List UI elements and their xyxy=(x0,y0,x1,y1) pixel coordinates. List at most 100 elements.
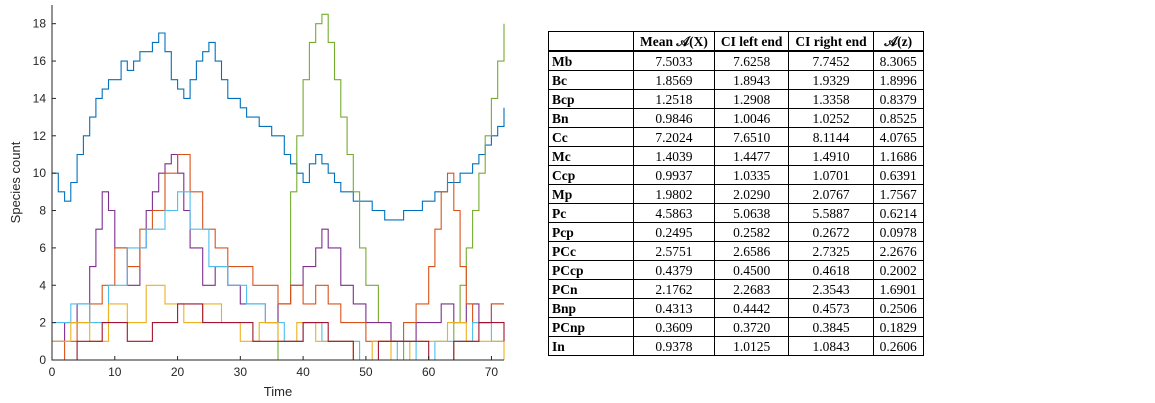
table-cell: 1.2518 xyxy=(633,89,715,109)
column-header: Mean 𝒜(X) xyxy=(633,31,715,52)
row-label: Mp xyxy=(548,184,634,204)
row-label: PCnp xyxy=(548,317,634,337)
table-row: Bn 0.9846 1.0046 1.0252 0.8525 xyxy=(548,108,924,128)
table-cell: 1.0252 xyxy=(788,108,874,128)
table-header-row: Mean 𝒜(X) CI left end CI right end 𝒜(z) xyxy=(548,31,924,52)
table-cell: 0.3720 xyxy=(713,317,790,337)
table-cell: 0.9378 xyxy=(633,336,715,356)
table-cell: 0.0978 xyxy=(872,222,924,242)
table-cell: 4.0765 xyxy=(872,127,924,147)
row-label: PCn xyxy=(548,279,634,299)
table-cell: 0.4442 xyxy=(713,298,790,318)
table-cell: 1.2908 xyxy=(713,89,790,109)
table-cell: 1.4910 xyxy=(788,146,874,166)
row-label: In xyxy=(548,336,634,356)
table-cell: 2.2676 xyxy=(872,241,924,261)
row-label: Mc xyxy=(548,146,634,166)
column-header: CI right end xyxy=(788,31,874,52)
table-row: Bnp 0.4313 0.4442 0.4573 0.2506 xyxy=(548,298,924,318)
table-body: Mb 7.5033 7.6258 7.7452 8.3065 Bc 1.8569 1.8943… xyxy=(548,50,924,356)
row-label: Pcp xyxy=(548,222,634,242)
table-cell: 0.4618 xyxy=(788,260,874,280)
table-row: Mb 7.5033 7.6258 7.7452 8.3065 xyxy=(548,50,924,71)
y-tick-label: 14 xyxy=(33,91,47,105)
table-cell: 0.2582 xyxy=(713,222,790,242)
x-tick-label: 10 xyxy=(108,365,122,379)
table-cell: 8.3065 xyxy=(872,50,924,71)
table-cell: 7.6258 xyxy=(713,50,790,71)
table-cell: 2.1762 xyxy=(633,279,715,299)
table-cell: 7.2024 xyxy=(633,127,715,147)
table-cell: 7.5033 xyxy=(633,50,715,71)
y-tick-label: 12 xyxy=(33,129,47,143)
table-cell: 1.9802 xyxy=(633,184,715,204)
table-cell: 2.5751 xyxy=(633,241,715,261)
table-cell: 7.7452 xyxy=(788,50,874,71)
table-row: Bc 1.8569 1.8943 1.9329 1.8996 xyxy=(548,70,924,90)
y-tick-label: 16 xyxy=(33,54,47,68)
table-cell: 0.8525 xyxy=(872,108,924,128)
x-tick-label: 70 xyxy=(485,365,499,379)
table-cell: 1.8943 xyxy=(713,70,790,90)
table-cell: 0.1829 xyxy=(872,317,924,337)
table-cell: 5.5887 xyxy=(788,203,874,223)
table-cell: 0.2672 xyxy=(788,222,874,242)
table-cell: 1.7567 xyxy=(872,184,924,204)
row-label: Bn xyxy=(548,108,634,128)
table-cell: 0.2506 xyxy=(872,298,924,318)
table-cell: 5.0638 xyxy=(713,203,790,223)
x-axis-title: Time xyxy=(264,384,292,399)
series-line-4 xyxy=(52,153,504,361)
row-label: Bcp xyxy=(548,89,634,109)
table-cell: 1.1686 xyxy=(872,146,924,166)
table-cell: 1.0843 xyxy=(788,336,874,356)
table-cell: 1.4477 xyxy=(713,146,790,166)
table-corner-cell xyxy=(548,31,634,52)
table-cell: 1.0125 xyxy=(713,336,790,356)
x-tick-label: 0 xyxy=(49,365,56,379)
table-row: Cc 7.2024 7.6510 8.1144 4.0765 xyxy=(548,127,924,147)
table-cell: 2.3543 xyxy=(788,279,874,299)
axis-layer: 0 10 20 30 40 50 60 70 0 2 4 6 8 10 12 14 16 18 xyxy=(33,5,504,379)
statistics-table: Mean 𝒜(X) CI left end CI right end 𝒜(z) Mb 7… xyxy=(548,31,924,356)
series-layer xyxy=(52,13,505,361)
table-cell: 0.8379 xyxy=(872,89,924,109)
x-tick-label: 40 xyxy=(296,365,310,379)
table-row: Bcp 1.2518 1.2908 1.3358 0.8379 xyxy=(548,89,924,109)
table-cell: 0.4379 xyxy=(633,260,715,280)
column-header: 𝒜(z) xyxy=(872,31,924,52)
table-cell: 0.4313 xyxy=(633,298,715,318)
table-row: PCcp 0.4379 0.4500 0.4618 0.2002 xyxy=(548,260,924,280)
table-cell: 1.3358 xyxy=(788,89,874,109)
table-cell: 0.4573 xyxy=(788,298,874,318)
table-cell: 2.2683 xyxy=(713,279,790,299)
x-tick-label: 20 xyxy=(171,365,185,379)
table-cell: 0.2495 xyxy=(633,222,715,242)
table-cell: 1.0701 xyxy=(788,165,874,185)
table-row: PCc 2.5751 2.6586 2.7325 2.2676 xyxy=(548,241,924,261)
y-tick-label: 0 xyxy=(39,353,46,367)
y-tick-label: 8 xyxy=(39,204,46,218)
table-cell: 0.3845 xyxy=(788,317,874,337)
table-cell: 0.4500 xyxy=(713,260,790,280)
series-line-1 xyxy=(52,32,505,221)
table-cell: 1.6901 xyxy=(872,279,924,299)
table-cell: 0.3609 xyxy=(633,317,715,337)
table-cell: 1.8569 xyxy=(633,70,715,90)
x-tick-label: 50 xyxy=(359,365,373,379)
table-cell: 2.0290 xyxy=(713,184,790,204)
table-row: Pc 4.5863 5.0638 5.5887 0.6214 xyxy=(548,203,924,223)
y-tick-label: 2 xyxy=(39,316,46,330)
table-cell: 2.0767 xyxy=(788,184,874,204)
y-tick-label: 6 xyxy=(39,241,46,255)
chart-canvas: 0 10 20 30 40 50 60 70 0 2 4 6 8 10 12 14 16 18 Time Spec… xyxy=(8,5,505,399)
table-cell: 0.2606 xyxy=(872,336,924,356)
table-cell: 1.0335 xyxy=(713,165,790,185)
table-cell: 0.6391 xyxy=(872,165,924,185)
table-cell: 0.6214 xyxy=(872,203,924,223)
table-cell: 0.9937 xyxy=(633,165,715,185)
row-label: PCc xyxy=(548,241,634,261)
table-row: PCn 2.1762 2.2683 2.3543 1.6901 xyxy=(548,279,924,299)
table-row: Mp 1.9802 2.0290 2.0767 1.7567 xyxy=(548,184,924,204)
table-cell: 1.9329 xyxy=(788,70,874,90)
